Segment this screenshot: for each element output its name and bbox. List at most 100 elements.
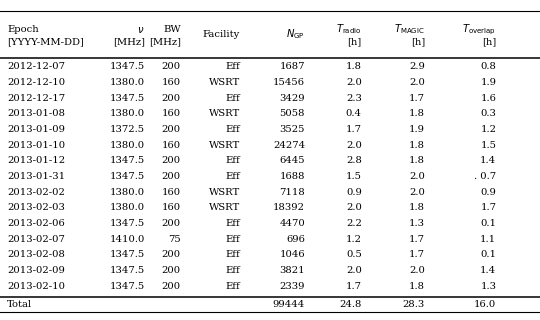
Text: 160: 160 (162, 109, 181, 118)
Text: 200: 200 (162, 266, 181, 275)
Text: 200: 200 (162, 250, 181, 259)
Text: 2013-01-31: 2013-01-31 (7, 172, 65, 181)
Text: 160: 160 (162, 141, 181, 150)
Text: 160: 160 (162, 78, 181, 87)
Text: 1347.5: 1347.5 (110, 94, 145, 103)
Text: [YYYY-MM-DD]: [YYYY-MM-DD] (7, 37, 84, 46)
Text: 1.5: 1.5 (346, 172, 362, 181)
Text: Total: Total (7, 300, 32, 309)
Text: [h]: [h] (348, 37, 362, 46)
Text: WSRT: WSRT (208, 78, 240, 87)
Text: 1.5: 1.5 (480, 141, 496, 150)
Text: 1.8: 1.8 (409, 156, 425, 165)
Text: 1347.5: 1347.5 (110, 156, 145, 165)
Text: 1.7: 1.7 (409, 94, 425, 103)
Text: 1.3: 1.3 (480, 282, 496, 291)
Text: $T_{\rm MAGIC}$: $T_{\rm MAGIC}$ (394, 23, 425, 36)
Text: 1380.0: 1380.0 (110, 78, 145, 87)
Text: 2.3: 2.3 (346, 94, 362, 103)
Text: Eff: Eff (225, 125, 240, 134)
Text: 1.1: 1.1 (480, 235, 496, 244)
Text: Eff: Eff (225, 172, 240, 181)
Text: 1372.5: 1372.5 (110, 125, 145, 134)
Text: 1347.5: 1347.5 (110, 266, 145, 275)
Text: 200: 200 (162, 282, 181, 291)
Text: Eff: Eff (225, 266, 240, 275)
Text: 200: 200 (162, 219, 181, 228)
Text: WSRT: WSRT (208, 203, 240, 212)
Text: Facility: Facility (202, 30, 240, 39)
Text: 15456: 15456 (273, 78, 305, 87)
Text: 1.7: 1.7 (480, 203, 496, 212)
Text: 6445: 6445 (280, 156, 305, 165)
Text: 1347.5: 1347.5 (110, 172, 145, 181)
Text: 2.2: 2.2 (346, 219, 362, 228)
Text: 160: 160 (162, 188, 181, 197)
Text: 2013-02-03: 2013-02-03 (7, 203, 65, 212)
Text: 1.9: 1.9 (480, 78, 496, 87)
Text: [h]: [h] (482, 37, 496, 46)
Text: 0.9: 0.9 (481, 188, 496, 197)
Text: 2.0: 2.0 (409, 266, 425, 275)
Text: [MHz]: [MHz] (149, 37, 181, 46)
Text: 1380.0: 1380.0 (110, 188, 145, 197)
Text: 1410.0: 1410.0 (109, 235, 145, 244)
Text: 3525: 3525 (280, 125, 305, 134)
Text: WSRT: WSRT (208, 141, 240, 150)
Text: 2.0: 2.0 (409, 78, 425, 87)
Text: Eff: Eff (225, 62, 240, 71)
Text: $N_{\rm GP}$: $N_{\rm GP}$ (286, 28, 305, 41)
Text: 2.0: 2.0 (409, 172, 425, 181)
Text: 0.3: 0.3 (481, 109, 496, 118)
Text: 1.7: 1.7 (409, 250, 425, 259)
Text: 2013-02-10: 2013-02-10 (7, 282, 65, 291)
Text: 2.9: 2.9 (409, 62, 425, 71)
Text: 1687: 1687 (280, 62, 305, 71)
Text: . 0.7: . 0.7 (474, 172, 496, 181)
Text: 2.8: 2.8 (346, 156, 362, 165)
Text: 2012-12-07: 2012-12-07 (7, 62, 65, 71)
Text: 0.9: 0.9 (346, 188, 362, 197)
Text: 1.2: 1.2 (480, 125, 496, 134)
Text: 3821: 3821 (280, 266, 305, 275)
Text: 7118: 7118 (279, 188, 305, 197)
Text: 24274: 24274 (273, 141, 305, 150)
Text: 2012-12-10: 2012-12-10 (7, 78, 65, 87)
Text: 1.3: 1.3 (409, 219, 425, 228)
Text: 2.0: 2.0 (346, 266, 362, 275)
Text: 0.4: 0.4 (346, 109, 362, 118)
Text: 2013-01-09: 2013-01-09 (7, 125, 65, 134)
Text: 1.7: 1.7 (409, 235, 425, 244)
Text: 1347.5: 1347.5 (110, 62, 145, 71)
Text: 696: 696 (286, 235, 305, 244)
Text: 2013-02-06: 2013-02-06 (7, 219, 65, 228)
Text: 1.7: 1.7 (346, 282, 362, 291)
Text: 1380.0: 1380.0 (110, 141, 145, 150)
Text: 1688: 1688 (280, 172, 305, 181)
Text: 1347.5: 1347.5 (110, 219, 145, 228)
Text: $\nu$: $\nu$ (137, 25, 145, 35)
Text: Epoch: Epoch (7, 25, 39, 34)
Text: 1.7: 1.7 (346, 125, 362, 134)
Text: 0.1: 0.1 (480, 219, 496, 228)
Text: Eff: Eff (225, 156, 240, 165)
Text: 28.3: 28.3 (403, 300, 425, 309)
Text: Eff: Eff (225, 94, 240, 103)
Text: 24.8: 24.8 (340, 300, 362, 309)
Text: 2013-01-08: 2013-01-08 (7, 109, 65, 118)
Text: Eff: Eff (225, 219, 240, 228)
Text: $T_{\rm overlap}$: $T_{\rm overlap}$ (462, 22, 496, 37)
Text: 1347.5: 1347.5 (110, 282, 145, 291)
Text: 1.9: 1.9 (409, 125, 425, 134)
Text: 1380.0: 1380.0 (110, 109, 145, 118)
Text: 2013-01-12: 2013-01-12 (7, 156, 65, 165)
Text: 200: 200 (162, 94, 181, 103)
Text: 2339: 2339 (280, 282, 305, 291)
Text: 2.0: 2.0 (346, 141, 362, 150)
Text: 1046: 1046 (280, 250, 305, 259)
Text: WSRT: WSRT (208, 109, 240, 118)
Text: 2013-02-08: 2013-02-08 (7, 250, 65, 259)
Text: 18392: 18392 (273, 203, 305, 212)
Text: 5058: 5058 (280, 109, 305, 118)
Text: 200: 200 (162, 172, 181, 181)
